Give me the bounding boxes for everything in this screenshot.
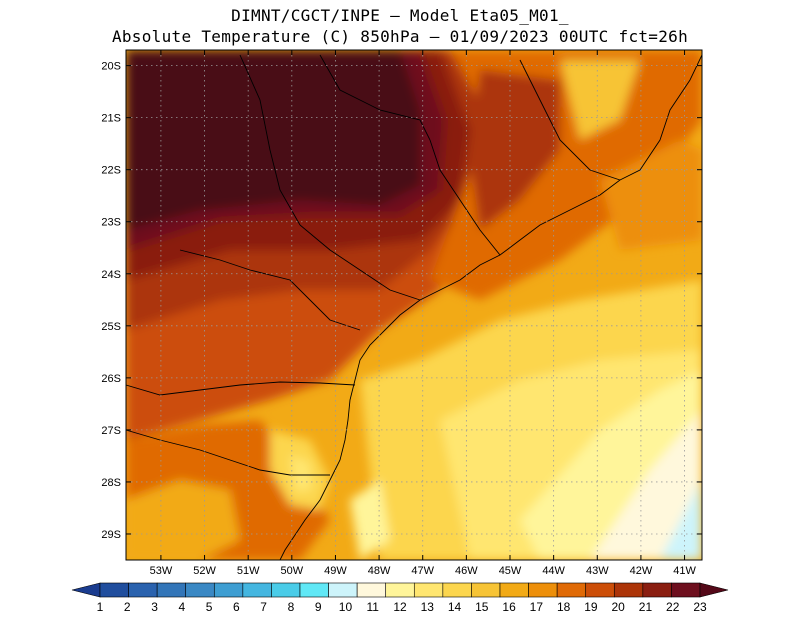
lon-label: 51W bbox=[237, 565, 260, 577]
colorbar-bin bbox=[356, 582, 387, 598]
lon-label: 53W bbox=[150, 565, 173, 577]
colorbar-bin bbox=[242, 582, 272, 598]
colorbar-label: 7 bbox=[260, 600, 267, 614]
colorbar-label: 3 bbox=[151, 600, 158, 614]
lon-label: 41W bbox=[673, 565, 696, 577]
lon-label: 44W bbox=[542, 565, 565, 577]
colorbar-bin bbox=[385, 582, 415, 598]
colorbar-bin bbox=[585, 582, 615, 598]
colorbar-label: 19 bbox=[584, 600, 598, 614]
lat-label: 28S bbox=[101, 477, 121, 489]
colorbar-bin bbox=[156, 582, 187, 598]
colorbar-label: 9 bbox=[315, 600, 322, 614]
map-frame bbox=[125, 49, 703, 561]
colorbar-label: 8 bbox=[288, 600, 295, 614]
colorbar-bin bbox=[328, 582, 358, 598]
colorbar-high-end bbox=[699, 582, 729, 598]
map-title-line-1: DIMNT/CGCT/INPE — Model Eta05_M01_ bbox=[231, 6, 569, 25]
colorbar-label: 5 bbox=[206, 600, 213, 614]
colorbar-label: 1 bbox=[97, 600, 104, 614]
colorbar-bin bbox=[299, 582, 329, 598]
colorbar-label: 16 bbox=[502, 600, 516, 614]
colorbar-bin bbox=[185, 582, 215, 598]
lon-label: 45W bbox=[499, 565, 522, 577]
lat-label: 26S bbox=[101, 373, 121, 385]
lat-label: 22S bbox=[101, 165, 121, 177]
colorbar-label: 20 bbox=[612, 600, 626, 614]
lat-label: 20S bbox=[101, 61, 121, 73]
lon-label: 42W bbox=[630, 565, 653, 577]
colorbar-label: 13 bbox=[421, 600, 435, 614]
colorbar-label: 12 bbox=[393, 600, 407, 614]
lat-label: 24S bbox=[101, 269, 121, 281]
map-title-line-2: Absolute Temperature (C) 850hPa — 01/09/… bbox=[111, 27, 689, 46]
lon-label: 46W bbox=[455, 565, 478, 577]
colorbar-label: 2 bbox=[124, 600, 131, 614]
colorbar-bin bbox=[471, 582, 501, 598]
colorbar-label: 22 bbox=[666, 600, 680, 614]
lon-label: 43W bbox=[586, 565, 609, 577]
colorbar-bin bbox=[99, 582, 129, 598]
lon-label: 52W bbox=[193, 565, 216, 577]
lon-label: 50W bbox=[281, 565, 304, 577]
colorbar-bin bbox=[642, 582, 672, 598]
colorbar-bin bbox=[528, 582, 558, 598]
coastline-and-borders bbox=[126, 54, 702, 560]
colorbar bbox=[71, 582, 729, 598]
colorbar-bin bbox=[671, 582, 701, 598]
latitude-labels: 20S 21S 22S 23S 24S 25S 26S 27S 28S 29S bbox=[101, 61, 121, 541]
temperature-field bbox=[126, 50, 702, 560]
lat-label: 21S bbox=[101, 113, 121, 125]
colorbar-label: 17 bbox=[530, 600, 544, 614]
colorbar-label: 14 bbox=[448, 600, 462, 614]
lat-label: 23S bbox=[101, 217, 121, 229]
lat-label: 29S bbox=[101, 529, 121, 541]
colorbar-bin bbox=[128, 582, 158, 598]
colorbar-bin bbox=[556, 582, 587, 598]
colorbar-label: 18 bbox=[557, 600, 571, 614]
colorbar-label: 23 bbox=[693, 600, 707, 614]
colorbar-label: 21 bbox=[639, 600, 653, 614]
lat-label: 27S bbox=[101, 425, 121, 437]
colorbar-labels: 1 2 3 4 5 6 7 8 9 10 11 12 13 14 15 16 17 18 19 20 21 22 23 bbox=[97, 600, 707, 614]
colorbar-bin bbox=[271, 582, 301, 598]
lon-label: 49W bbox=[324, 565, 347, 577]
lon-label: 48W bbox=[368, 565, 391, 577]
colorbar-label: 15 bbox=[475, 600, 489, 614]
colorbar-bin bbox=[213, 582, 244, 598]
colorbar-label: 6 bbox=[233, 600, 240, 614]
lat-label: 25S bbox=[101, 321, 121, 333]
longitude-labels: 53W 52W 51W 50W 49W 48W 47W 46W 45W 44W 43W 42W 41W bbox=[150, 565, 697, 577]
colorbar-bin bbox=[613, 582, 644, 598]
colorbar-label: 4 bbox=[178, 600, 185, 614]
gridlines bbox=[126, 50, 702, 560]
colorbar-low-end bbox=[71, 582, 101, 598]
lon-label: 47W bbox=[411, 565, 434, 577]
colorbar-bin bbox=[413, 582, 444, 598]
colorbar-label: 11 bbox=[366, 600, 379, 614]
colorbar-bin bbox=[499, 582, 529, 598]
colorbar-bin bbox=[442, 582, 472, 598]
colorbar-label: 10 bbox=[339, 600, 353, 614]
